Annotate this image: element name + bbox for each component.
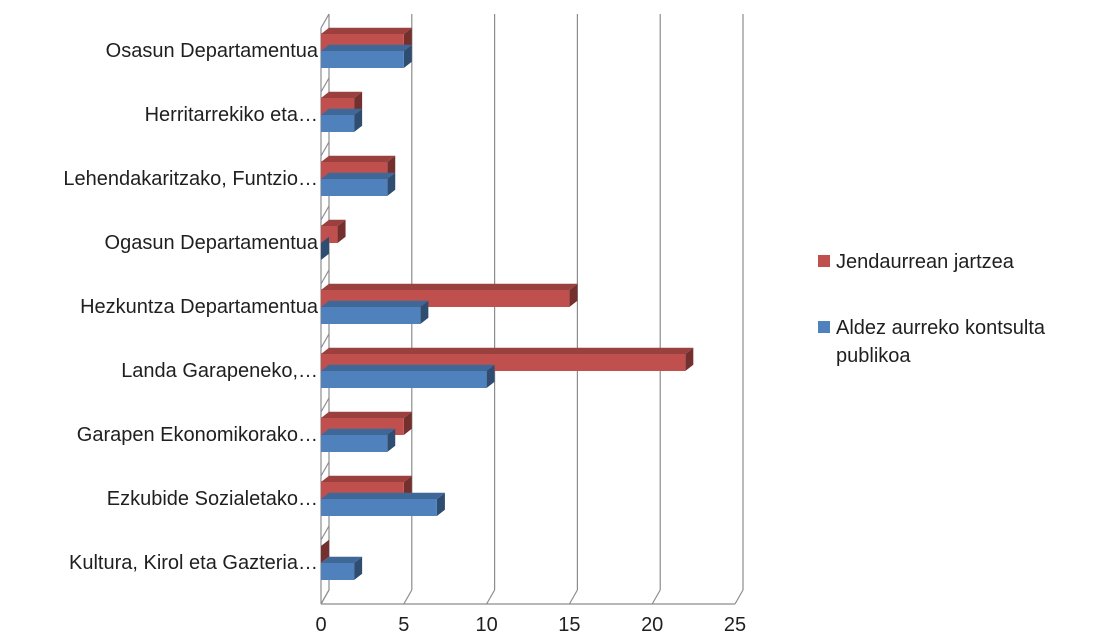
bar-top-0-6 [321, 411, 412, 418]
bar-top-1-8 [321, 556, 363, 563]
bar-side-0-5 [685, 347, 694, 371]
legend-label-jendaurrean: Jendaurrean jartzea [836, 251, 1014, 273]
labels: Osasun Departamentua Herritarrekiko eta… L… [63, 40, 746, 634]
bar-front-0-3 [321, 226, 338, 243]
wall-line-8 [320, 525, 330, 541]
bar-1-6 [321, 428, 396, 452]
bar-front-1-0 [321, 51, 404, 68]
bar-side-1-5 [486, 364, 495, 388]
legend-swatch-aldez-aurreko [818, 321, 830, 333]
category-label-3: Ogasun Departamentua [105, 232, 319, 254]
x-tick-label-4: 20 [641, 614, 663, 634]
category-label-2: Lehendakaritzako, Funtzio… [63, 168, 318, 190]
bar-top-1-6 [321, 428, 396, 435]
bar-side-0-6 [403, 411, 412, 435]
bar-0-8 [321, 539, 329, 563]
category-label-7: Ezkubide Sozialetako… [107, 488, 318, 510]
wall-line-3 [320, 205, 330, 221]
x-tick-label-0: 0 [315, 614, 326, 634]
wall-line-1 [320, 77, 330, 93]
wall-line-5 [320, 333, 330, 349]
wall-line-9 [320, 589, 330, 605]
floor-line-2 [486, 589, 496, 605]
bar-top-1-5 [321, 364, 495, 371]
bar-side-1-8 [354, 556, 363, 580]
x-tick-label-3: 15 [558, 614, 580, 634]
bar-side-1-0 [403, 44, 412, 68]
wall-line-7 [320, 461, 330, 477]
x-tick-label-2: 10 [475, 614, 497, 634]
category-label-1: Herritarrekiko eta… [145, 104, 318, 126]
legend: Jendaurrean jartzea Aldez aurreko kontsu… [818, 248, 1088, 408]
bar-top-0-7 [321, 475, 412, 482]
category-label-6: Garapen Ekonomikorako… [77, 424, 318, 446]
bar-side-1-2 [387, 172, 396, 196]
category-label-8: Kultura, Kirol eta Gazteria… [69, 552, 318, 574]
bar-front-1-2 [321, 179, 388, 196]
bar-front-1-8 [321, 563, 355, 580]
bar-top-1-0 [321, 44, 412, 51]
bar-side-1-3 [321, 236, 329, 260]
bar-1-7 [321, 492, 445, 516]
floor-line-3 [568, 589, 578, 605]
bar-side-1-1 [354, 108, 363, 132]
bar-front-1-6 [321, 435, 388, 452]
wall-line-2 [320, 141, 330, 157]
bar-1-4 [321, 300, 429, 324]
legend-item-aldez-aurreko: Aldez aurreko kontsulta publikoa [818, 314, 1088, 370]
legend-item-jendaurrean: Jendaurrean jartzea [818, 248, 1088, 276]
x-tick-label-5: 25 [724, 614, 746, 634]
bar-top-0-3 [321, 219, 346, 226]
bar-top-0-0 [321, 27, 412, 34]
legend-swatch-jendaurrean [818, 255, 830, 267]
bar-top-0-5 [321, 347, 694, 354]
bar-side-0-4 [569, 283, 578, 307]
x-tick-label-1: 5 [398, 614, 409, 634]
bar-top-1-4 [321, 300, 429, 307]
bar-front-1-7 [321, 499, 437, 516]
bar-side-0-3 [337, 219, 346, 243]
legend-label-aldez-aurreko: Aldez aurreko kontsulta publikoa [836, 317, 1046, 367]
bar-1-3 [321, 236, 329, 260]
wall-line-6 [320, 397, 330, 413]
bar-front-1-4 [321, 307, 421, 324]
bar-1-0 [321, 44, 412, 68]
bar-1-8 [321, 556, 363, 580]
bar-top-0-1 [321, 91, 363, 98]
category-label-0: Osasun Departamentua [106, 40, 319, 62]
category-label-5: Landa Garapeneko,… [121, 360, 318, 382]
bars [321, 27, 694, 580]
bar-side-1-4 [420, 300, 429, 324]
bar-top-1-1 [321, 108, 363, 115]
wall-line-0 [320, 13, 330, 29]
bar-side-1-6 [387, 428, 396, 452]
bar-1-5 [321, 364, 495, 388]
category-label-4: Hezkuntza Departamentua [80, 296, 319, 318]
bar-front-1-1 [321, 115, 355, 132]
floor-line-5 [734, 589, 744, 605]
bar-0-3 [321, 219, 346, 243]
bar-top-0-4 [321, 283, 578, 290]
bar-front-1-5 [321, 371, 487, 388]
bar-top-0-2 [321, 155, 396, 162]
floor-line-4 [651, 589, 661, 605]
bar-1-2 [321, 172, 396, 196]
floor-line-1 [403, 589, 413, 605]
bar-side-0-8 [321, 539, 329, 563]
bar-top-1-7 [321, 492, 445, 499]
bar-1-1 [321, 108, 363, 132]
wall-line-4 [320, 269, 330, 285]
bar-side-1-7 [436, 492, 445, 516]
bar-top-1-2 [321, 172, 396, 179]
